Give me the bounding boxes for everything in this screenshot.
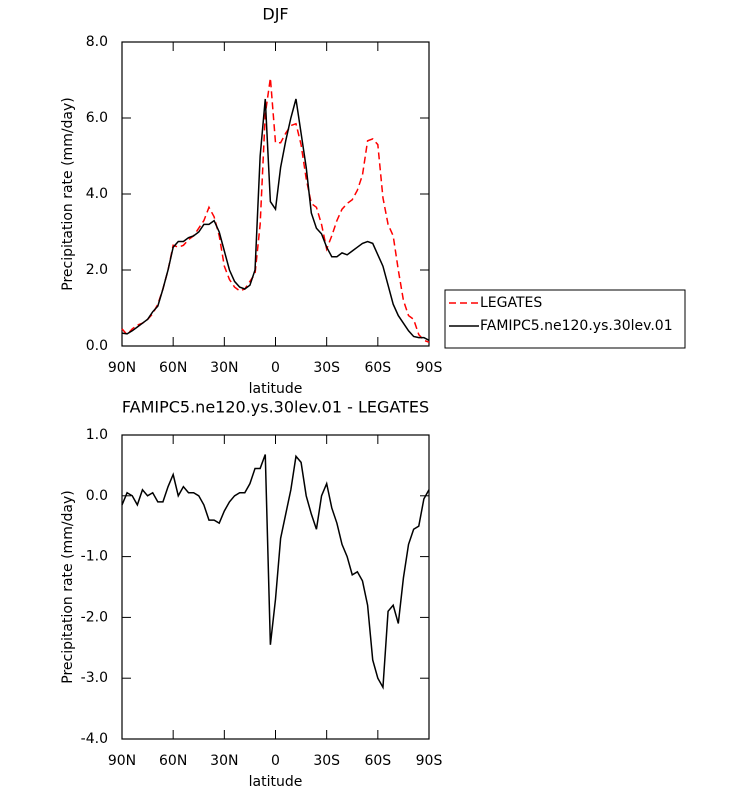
x-axis-label: latitude	[249, 774, 303, 790]
x-tick-label: 30S	[313, 753, 340, 769]
chart-title: FAMIPC5.ne120.ys.30lev.01 - LEGATES	[122, 398, 429, 417]
y-tick-label: -3.0	[81, 670, 108, 686]
y-tick-label: 4.0	[86, 186, 108, 202]
x-tick-label: 60S	[364, 753, 391, 769]
y-tick-label: 0.0	[86, 338, 108, 354]
x-tick-label: 0	[271, 360, 280, 376]
y-tick-label: 2.0	[86, 262, 108, 278]
x-tick-label: 30N	[210, 753, 238, 769]
chart-title: DJF	[262, 5, 288, 24]
y-tick-label: 0.0	[86, 488, 108, 504]
x-tick-label: 30S	[313, 360, 340, 376]
x-axis-label: latitude	[249, 381, 303, 397]
plot-frame	[121, 41, 430, 347]
x-tick-label: 90N	[108, 753, 136, 769]
y-tick-label: -2.0	[81, 609, 108, 625]
x-tick-label: 90S	[416, 360, 443, 376]
legend-box	[444, 289, 686, 349]
plot-frame	[121, 434, 430, 740]
x-tick-label: 90N	[108, 360, 136, 376]
data-line	[121, 98, 430, 341]
y-tick-label: -1.0	[81, 549, 108, 565]
x-tick-label: 30N	[210, 360, 238, 376]
x-tick-label: 90S	[416, 753, 443, 769]
y-tick-label: 6.0	[86, 110, 108, 126]
y-axis-label: Precipitation rate (mm/day)	[60, 490, 76, 684]
x-tick-label: 60N	[159, 360, 187, 376]
y-tick-label: 8.0	[86, 34, 108, 50]
x-tick-label: 60S	[364, 360, 391, 376]
x-tick-label: 0	[271, 753, 280, 769]
y-axis-label: Precipitation rate (mm/day)	[60, 97, 76, 291]
data-line	[121, 77, 430, 343]
y-tick-label: -4.0	[81, 731, 108, 747]
legend-label: LEGATES	[480, 295, 542, 311]
data-line	[121, 454, 430, 690]
y-tick-label: 1.0	[86, 427, 108, 443]
legend-label: FAMIPC5.ne120.ys.30lev.01	[480, 318, 673, 334]
x-tick-label: 60N	[159, 753, 187, 769]
